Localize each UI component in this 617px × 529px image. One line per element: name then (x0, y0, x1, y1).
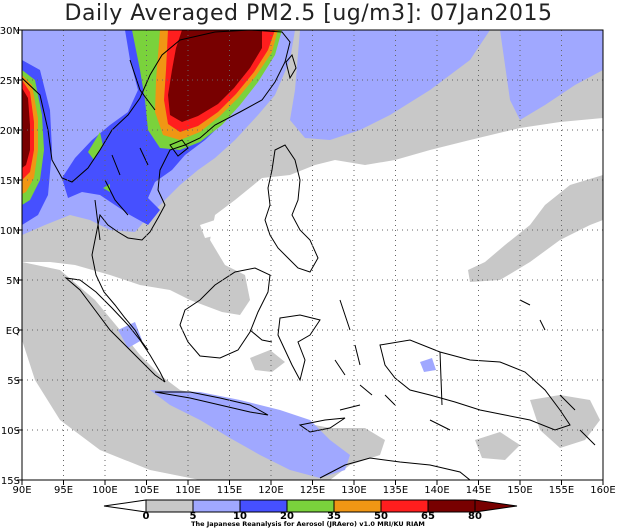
coastline-taiwan (285, 53, 297, 80)
lon-tick-label: 160E (590, 485, 615, 496)
lon-tick-label: 90E (12, 485, 31, 496)
colorbar-swatch-5-10 (145, 499, 194, 513)
colorbar-label: 50 (374, 511, 388, 522)
pm-level-35-50 (88, 132, 103, 160)
pm-level-5-10-east (468, 175, 603, 282)
colorbar-swatch-below-5 (103, 499, 147, 513)
coastline-australia (319, 457, 471, 480)
lon-tick-label: 115E (217, 485, 242, 496)
colorbar: 0 5 10 20 35 50 65 80 (103, 499, 518, 522)
lon-tick-label: 130E (341, 485, 366, 496)
lon-tick-label: 110E (175, 485, 200, 496)
colorbar-label: 35 (327, 511, 341, 522)
pm-level-5-10-patch (530, 395, 600, 448)
pm-level-10-20 (118, 322, 142, 348)
lat-tick-label: 15N (0, 176, 20, 187)
lon-tick-label: 145E (466, 485, 491, 496)
lon-tick-label: 105E (134, 485, 159, 496)
lat-tick-label: 10S (1, 426, 20, 437)
pm-level-10-20 (150, 390, 350, 478)
lat-tick-label: 5N (6, 276, 20, 287)
axis-ticks (17, 29, 604, 485)
lon-tick-label: 100E (92, 485, 117, 496)
lon-tick-label: 125E (300, 485, 325, 496)
pm-level-10-20 (500, 30, 603, 120)
coastline-indochina (22, 30, 291, 351)
coastline-hainan (169, 139, 189, 157)
border-lines (94, 59, 443, 406)
coastline-borneo (179, 267, 271, 359)
coastline-new-guinea (379, 339, 571, 431)
lon-tick-label: 155E (549, 485, 574, 496)
lat-tick-label: 25N (0, 76, 20, 87)
lon-tick-label: 150E (507, 485, 532, 496)
lat-tick-label: 30N (0, 26, 20, 37)
latitude-labels: 30N 25N 20N 15N 10N 5N EQ 5S 10S 15S (0, 26, 20, 487)
longitude-labels: 90E 95E 100E 105E 110E 115E 120E 125E 13… (12, 485, 615, 496)
data-credit: The Japanese Reanalysis for Aerosol (JRA… (191, 520, 425, 528)
coastline-islands (334, 299, 596, 446)
coastline-philippines (264, 144, 319, 273)
pm-level-10-20 (290, 30, 490, 140)
lon-tick-label: 140E (424, 485, 449, 496)
colorbar-swatch-above-80 (474, 499, 518, 513)
colorbar-label: 0 (143, 511, 150, 522)
lat-tick-label: 5S (7, 376, 20, 387)
pm-level-5-10-patch (250, 350, 285, 372)
map-title: Daily Averaged PM2.5 [ug/m3]: 07Jan2015 (64, 1, 553, 26)
lat-tick-label: 10N (0, 226, 20, 237)
coastline-sumatra (64, 277, 166, 383)
graticule (22, 30, 603, 480)
pm-level-0-5 (200, 220, 218, 238)
pm-level-5-10-patch (475, 432, 520, 460)
coastline-sulawesi (277, 314, 321, 382)
pm-level-0-5 (340, 170, 400, 210)
pm-level-80-plus (22, 88, 30, 168)
colorbar-label: 20 (280, 511, 294, 522)
lat-tick-label: 15S (1, 476, 20, 487)
lon-tick-label: 95E (54, 485, 73, 496)
lat-tick-label: EQ (6, 326, 20, 337)
colorbar-label: 5 (190, 511, 197, 522)
colorbar-label: 65 (421, 511, 435, 522)
pm-level-0-5 (228, 200, 260, 232)
coastline-timor (298, 417, 346, 433)
lat-tick-label: 20N (0, 126, 20, 137)
lon-tick-label: 135E (383, 485, 408, 496)
colorbar-label: 10 (233, 511, 247, 522)
colorbar-label: 80 (468, 511, 482, 522)
pm-level-80-plus (168, 30, 262, 122)
pm-level-10-20 (420, 358, 436, 372)
lon-tick-label: 120E (258, 485, 283, 496)
coastline-java (154, 391, 269, 416)
coastlines (22, 30, 596, 480)
